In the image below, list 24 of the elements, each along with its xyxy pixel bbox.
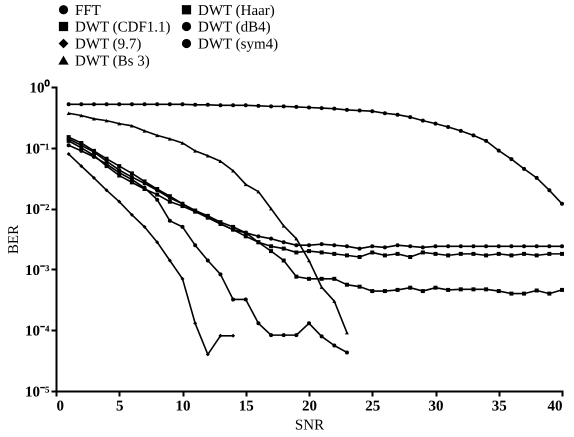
legend-label: DWT (Bs 3) [75,54,150,70]
x-tick-label: 0 [56,398,64,414]
legend-label: DWT (9.7) [75,36,142,52]
y-tick-label: 10⁻⁴ [25,324,50,340]
y-tick-label: 10⁰ [30,78,50,96]
legend-label: DWT (CDF1.1) [75,20,171,36]
x-tick-label: 5 [116,398,124,414]
legend-label: DWT (sym4) [198,36,278,52]
y-tick-label: 10⁻³ [25,262,50,279]
x-tick-label: 30 [428,398,444,414]
legend-label: DWT (Haar) [198,2,275,19]
x-tick-label: 25 [365,398,380,414]
x-axis-title: SNR [294,418,324,434]
x-tick-label: 15 [238,398,254,414]
legend-label: FFT [75,2,101,19]
x-tick-label: 35 [492,398,507,414]
x-tick-label: 20 [302,398,317,414]
y-tick-label: 10⁻⁵ [25,384,50,400]
y-tick-label: 10⁻² [25,202,50,218]
y-tick-label: 10⁻¹ [25,141,50,158]
legend-label: DWT (dB4) [198,20,271,36]
x-tick-label: 40 [548,398,562,414]
x-tick-label: 10 [176,398,190,414]
y-axis-title: BER [6,224,22,254]
